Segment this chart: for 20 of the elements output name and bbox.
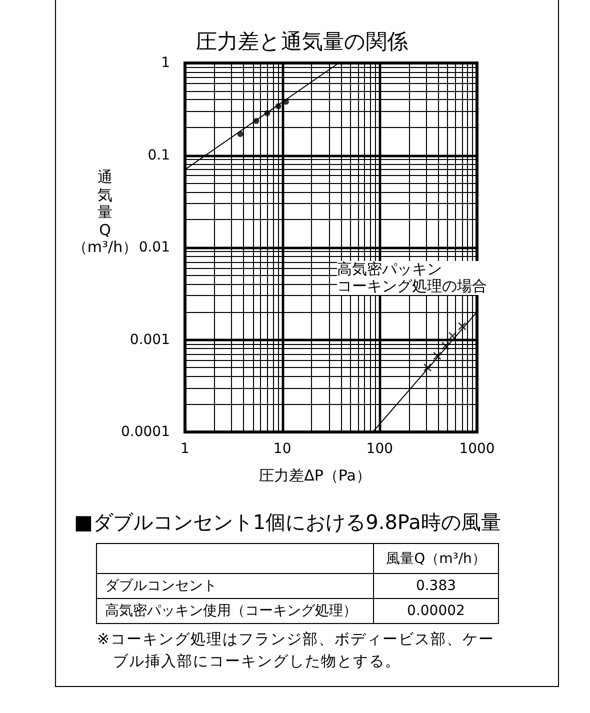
y-tick-label: 0.001 — [130, 332, 170, 348]
text: 風量Q（m³/h） — [374, 544, 498, 574]
x-tick-label: 10 — [273, 441, 292, 457]
x-axis-title: 圧力差ΔP（Pa） — [259, 466, 371, 484]
y-tick-label: 1 — [161, 55, 170, 71]
series-label: 高気密パッキンコーキング処理の場合 — [337, 260, 491, 295]
y-tick-label: 0.0001 — [121, 424, 170, 440]
category-label: ダブルコンセント — [96, 574, 374, 598]
x-tick-label: 100 — [366, 441, 394, 457]
category-label: 高気密パッキン使用（コーキング処理） — [96, 598, 374, 624]
text: 0.00002 — [407, 603, 465, 619]
chart-title: 圧力差と通気量の関係 — [196, 30, 408, 54]
x-tick-label: 1000 — [459, 441, 495, 457]
y-axis-title: 通気量Q（m³/h） — [72, 168, 138, 256]
text: ■ダブルコンセント1個における9.8Pa時の風量 — [74, 509, 501, 535]
text: 0.383 — [416, 578, 456, 594]
y-tick-label: 0.1 — [148, 147, 170, 164]
text: ※コーキング処理はフランジ部、ボディービス部、ケーブル挿入部にコーキングした物とする。 — [97, 629, 496, 672]
x-tick-label: 1 — [180, 441, 190, 457]
y-tick-label: 0.01 — [138, 240, 170, 256]
